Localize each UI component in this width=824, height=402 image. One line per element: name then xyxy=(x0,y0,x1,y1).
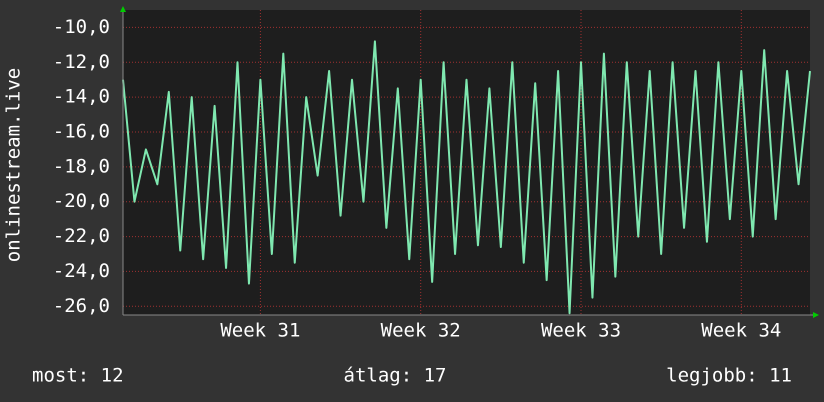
axis-arrow xyxy=(120,6,126,12)
y-tick-label: -12,0 xyxy=(53,51,110,73)
stat-average: átlag: 17 xyxy=(344,365,447,387)
x-tick-label: Week 31 xyxy=(220,320,300,342)
axis-arrow xyxy=(813,312,819,318)
y-tick-label: -18,0 xyxy=(53,155,110,177)
y-tick-label: -14,0 xyxy=(53,86,110,108)
y-axis-label: onlinestream.live xyxy=(3,68,25,262)
data-line xyxy=(122,40,811,315)
x-tick-label: Week 33 xyxy=(541,320,621,342)
y-tick-label: -16,0 xyxy=(53,121,110,143)
y-tick-label: -20,0 xyxy=(53,190,110,212)
stat-best: legjobb: 11 xyxy=(666,365,792,387)
y-tick-label: -24,0 xyxy=(53,260,110,282)
x-tick-label: Week 32 xyxy=(381,320,461,342)
x-tick-label: Week 34 xyxy=(701,320,781,342)
stat-current: most: 12 xyxy=(32,365,124,387)
plot-area xyxy=(123,10,810,315)
y-tick-label: -22,0 xyxy=(53,225,110,247)
y-tick-label: -26,0 xyxy=(53,295,110,317)
y-tick-label: -10,0 xyxy=(53,16,110,38)
